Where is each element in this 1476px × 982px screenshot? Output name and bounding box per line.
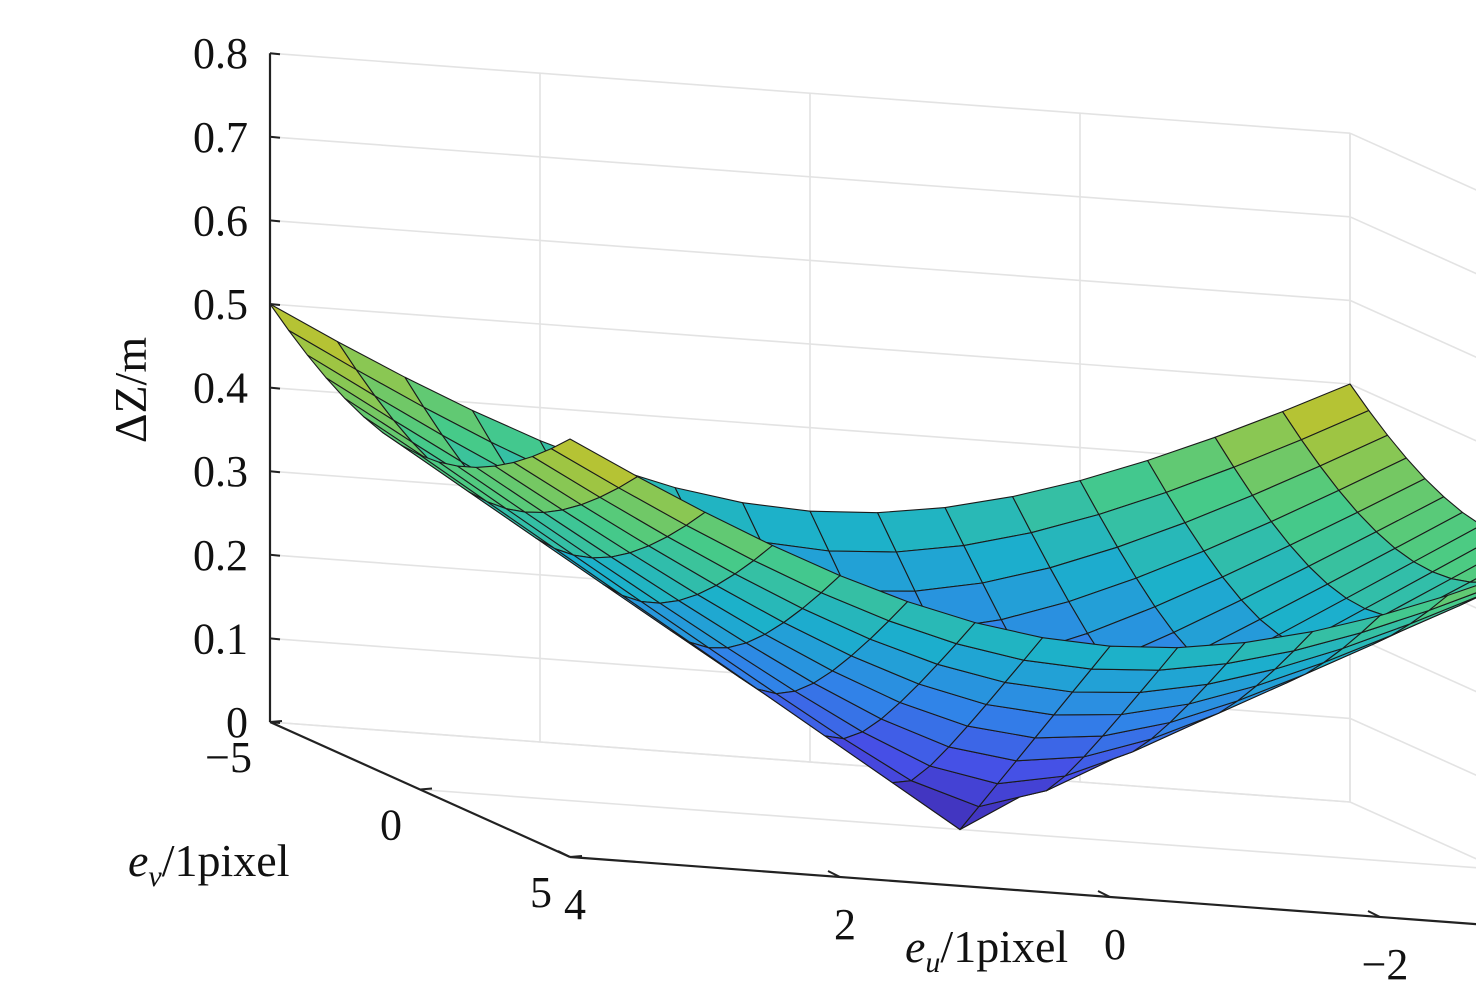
z-tick-mark (269, 303, 281, 306)
grid-line-z (1349, 383, 1476, 442)
ev-axis-label: ev/1pixel (128, 835, 290, 893)
surface-mesh (269, 303, 1476, 831)
eu-axis-label: eu/1pixel (905, 921, 1068, 979)
z-tick-label: 0.1 (193, 614, 248, 663)
eu-axis-label-sub: u (925, 946, 940, 979)
z-tick-label: 0 (226, 698, 248, 747)
z-tick-label: 0.7 (193, 113, 248, 162)
eu-tick-label: 4 (564, 880, 586, 929)
z-tick-mark (269, 386, 281, 390)
grid-line-z (1349, 216, 1476, 275)
eu-tick-mark (557, 850, 571, 858)
z-tick-mark (269, 135, 281, 139)
grid-line-z (1349, 634, 1476, 693)
z-tick-label: 0.8 (193, 29, 248, 78)
grid-line-z (1349, 299, 1476, 358)
eu-tick-mark (1097, 890, 1111, 898)
z-tick-mark (269, 52, 281, 56)
z-tick-label: 0.6 (193, 196, 248, 245)
grid-line-z (1349, 132, 1476, 191)
eu-tick-mark (1367, 910, 1381, 918)
z-tick-mark (269, 553, 281, 557)
grid-line-floor (269, 721, 1351, 803)
z-tick-mark (269, 470, 281, 474)
ev-tick-label: 5 (530, 868, 552, 917)
z-tick-label: 0.2 (193, 531, 248, 580)
z-tick-label: 0.5 (193, 280, 248, 329)
eu-tick-label: 2 (834, 900, 856, 949)
z-tick-label: 0.3 (193, 447, 248, 496)
ev-tick-mark (269, 720, 283, 723)
eu-tick-mark (827, 870, 841, 878)
ev-axis-label-rest: /1pixel (162, 835, 290, 886)
surface-patch (1469, 578, 1476, 583)
z-tick-mark (269, 219, 281, 223)
grid-line-z (1349, 801, 1476, 860)
ev-tick-mark (419, 787, 433, 791)
z-tick-label: 0.4 (193, 364, 248, 413)
eu-tick-label: −2 (1362, 940, 1409, 982)
ev-axis-label-main: e (128, 835, 148, 886)
eu-axis-label-main: e (905, 921, 925, 972)
grid-line-z (1349, 717, 1476, 776)
eu-tick-label: 0 (1104, 920, 1126, 969)
ev-tick-label: 0 (380, 801, 402, 850)
z-axis-label: ΔZ/m (105, 337, 156, 443)
ev-tick-mark (569, 855, 583, 858)
surface-patch (820, 575, 909, 622)
eu-axis-label-rest: /1pixel (940, 921, 1068, 972)
ev-tick-label: −5 (205, 733, 252, 782)
z-tick-mark (269, 637, 281, 641)
ev-axis-label-sub: v (148, 860, 162, 893)
